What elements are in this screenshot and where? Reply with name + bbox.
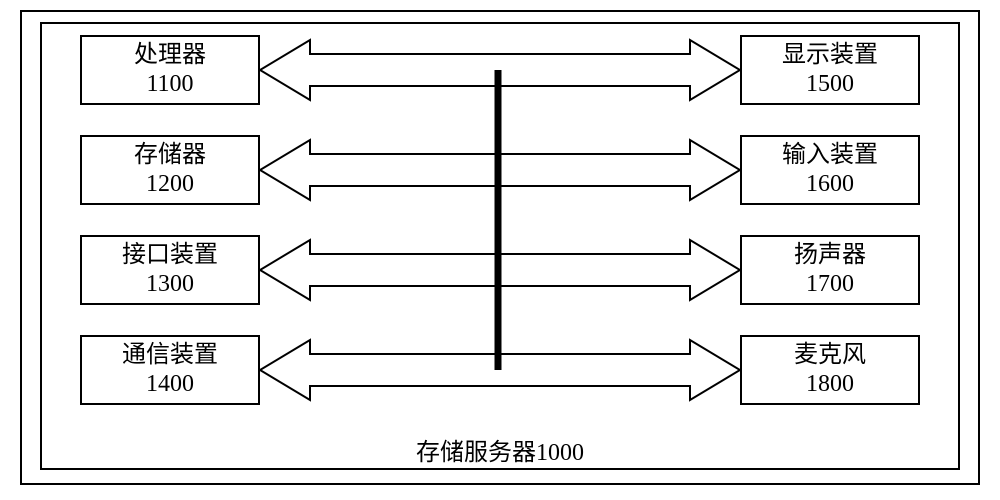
box-microphone: 麦克风 1800: [740, 335, 920, 405]
bus-arrows: [260, 35, 740, 405]
box-number: 1400: [146, 370, 194, 399]
box-communication: 通信装置 1400: [80, 335, 260, 405]
box-processor: 处理器 1100: [80, 35, 260, 105]
box-interface: 接口装置 1300: [80, 235, 260, 305]
box-label: 输入装置: [782, 141, 878, 170]
box-number: 1200: [146, 170, 194, 199]
box-label: 显示装置: [782, 41, 878, 70]
footer-label: 存储服务器1000: [400, 432, 600, 467]
box-number: 1500: [806, 70, 854, 99]
box-label: 处理器: [134, 41, 206, 70]
box-number: 1700: [806, 270, 854, 299]
box-number: 1100: [146, 70, 193, 99]
box-label: 麦克风: [794, 341, 866, 370]
box-number: 1600: [806, 170, 854, 199]
box-number: 1800: [806, 370, 854, 399]
box-display: 显示装置 1500: [740, 35, 920, 105]
box-label: 扬声器: [794, 241, 866, 270]
box-label: 通信装置: [122, 341, 218, 370]
box-memory: 存储器 1200: [80, 135, 260, 205]
box-input: 输入装置 1600: [740, 135, 920, 205]
box-number: 1300: [146, 270, 194, 299]
box-speaker: 扬声器 1700: [740, 235, 920, 305]
box-label: 接口装置: [122, 241, 218, 270]
box-label: 存储器: [134, 141, 206, 170]
